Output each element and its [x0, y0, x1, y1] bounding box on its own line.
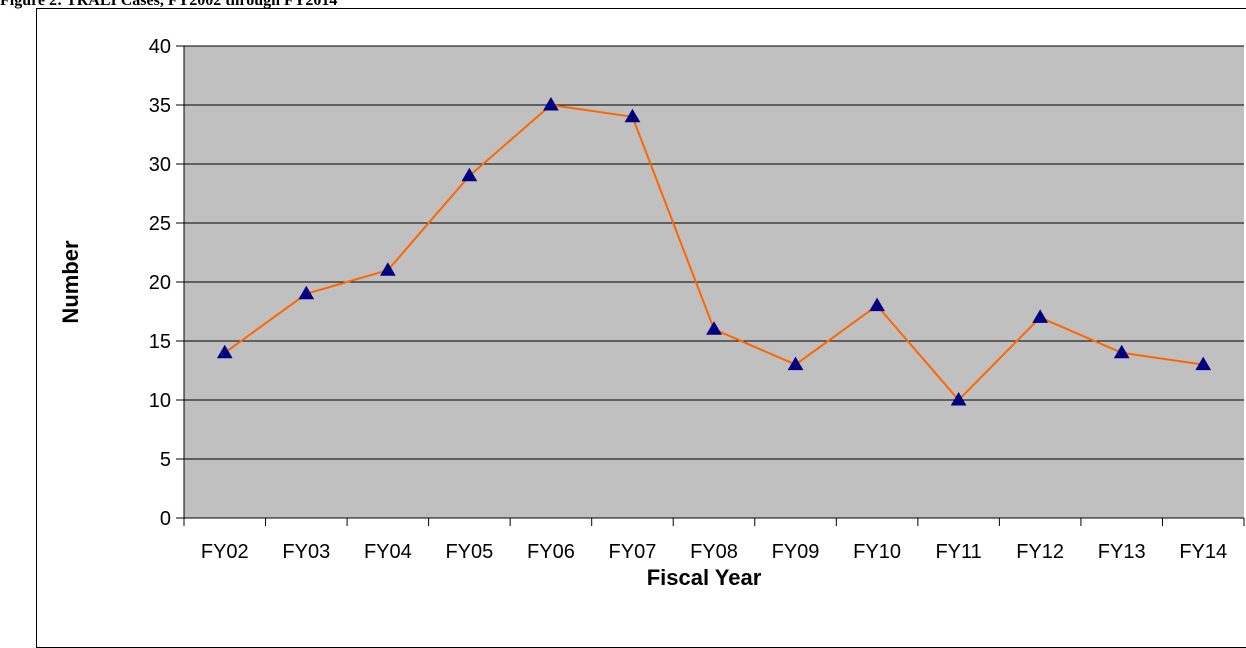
y-tick-label: 25: [149, 213, 171, 235]
y-tick-label: 0: [160, 508, 171, 530]
series-group: [216, 97, 1212, 406]
x-tick-label: FY09: [772, 541, 820, 563]
data-point-marker: [1032, 309, 1049, 323]
x-tick-label: FY12: [1016, 541, 1064, 563]
x-tick-label: FY05: [445, 541, 493, 563]
y-tick-label: 35: [149, 95, 171, 117]
x-tick-label: FY13: [1098, 541, 1146, 563]
y-tick-label: 10: [149, 390, 171, 412]
x-axis-ticks: FY02 FY03 FY04 FY05 FY06 FY07 FY08 FY09 FY10 FY11…: [183, 518, 1245, 563]
y-axis-title: Number: [58, 240, 83, 324]
data-point-marker: [624, 108, 641, 123]
grid-lines: [184, 45, 1244, 460]
y-axis-ticks: 0 5 10 15 20 25 30 35 40: [149, 36, 184, 530]
x-tick-label: FY10: [853, 541, 901, 563]
data-point-marker: [543, 97, 559, 111]
data-point-marker: [950, 392, 967, 406]
x-tick-label: FY08: [690, 541, 738, 563]
y-tick-label: 40: [149, 36, 171, 58]
figure-title: Figure 2: TRALI Cases, FY2002 through FY…: [0, 0, 338, 9]
x-tick-label: FY11: [935, 541, 981, 563]
y-tick-label: 15: [149, 331, 171, 353]
data-point-marker: [787, 356, 804, 371]
data-point-marker: [461, 167, 478, 182]
x-tick-label: FY02: [201, 541, 249, 563]
data-point-marker: [379, 262, 396, 276]
x-tick-label: FY06: [527, 541, 575, 563]
data-point-marker: [1113, 344, 1130, 359]
data-point-marker: [869, 297, 885, 312]
x-tick-label: FY07: [609, 541, 657, 563]
y-tick-label: 30: [149, 154, 171, 176]
x-tick-label: FY04: [364, 541, 412, 563]
x-tick-label: FY14: [1179, 541, 1227, 563]
data-point-marker: [1195, 356, 1212, 371]
x-axis-title: Fiscal Year: [647, 565, 762, 590]
y-tick-label: 20: [149, 272, 171, 294]
data-point-marker: [298, 285, 315, 300]
y-tick-label: 5: [160, 449, 171, 471]
data-point-marker: [216, 344, 233, 359]
x-tick-label: FY03: [282, 541, 330, 563]
data-point-marker: [706, 321, 722, 335]
